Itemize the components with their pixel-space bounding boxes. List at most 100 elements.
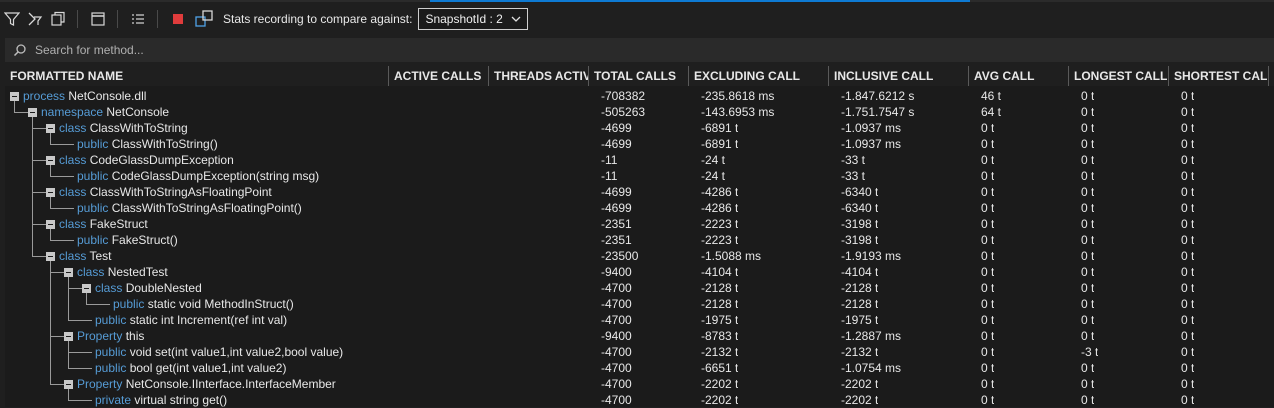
cell-avg: 0 t bbox=[981, 329, 995, 343]
cell-avg: 0 t bbox=[981, 249, 995, 263]
column-header-excluding-call[interactable]: EXCLUDING CALL bbox=[689, 66, 829, 86]
tree-row[interactable]: class DoubleNested -4700 -2128 t -2128 t 0 t… bbox=[5, 280, 1274, 296]
filter-icon[interactable] bbox=[1, 8, 23, 30]
member-kind: class bbox=[59, 185, 87, 199]
tree-row[interactable]: public ClassWithToStringAsFloatingPoint(… bbox=[5, 200, 1274, 216]
column-header-inclusive-call[interactable]: INCLUSIVE CALL bbox=[829, 66, 969, 86]
tree-row-name: public CodeGlassDumpException(string msg… bbox=[77, 168, 319, 184]
tree-row[interactable]: class ClassWithToString -4699 -6891 t -1.09… bbox=[5, 120, 1274, 136]
cell-avg: 0 t bbox=[981, 217, 995, 231]
list-icon[interactable] bbox=[127, 8, 149, 30]
cell-shortest: 0 t bbox=[1181, 297, 1195, 311]
cell-longest: 0 t bbox=[1081, 313, 1095, 327]
cell-excl: -24 t bbox=[701, 153, 726, 167]
tree-row[interactable]: Property this -9400 -8783 t -1.2887 ms 0 t 0 … bbox=[5, 328, 1274, 344]
cell-longest: 0 t bbox=[1081, 169, 1095, 183]
cell-longest: 0 t bbox=[1081, 329, 1095, 343]
tree-row[interactable]: public static void MethodInStruct() -4700… bbox=[5, 296, 1274, 312]
copy-icon[interactable] bbox=[47, 8, 69, 30]
cell-total: -4700 bbox=[601, 361, 632, 375]
cell-avg: 0 t bbox=[981, 153, 995, 167]
collapse-toggle-icon[interactable] bbox=[46, 188, 55, 198]
tree-connector bbox=[32, 160, 46, 161]
tree-row[interactable]: public void set(int value1,int value2,bo… bbox=[5, 344, 1274, 360]
member-name: this bbox=[125, 329, 145, 343]
cell-excl: -2128 t bbox=[701, 281, 739, 295]
tree-row[interactable]: class Test -23500 -1.5088 ms -1.9193 ms 0 t 0… bbox=[5, 248, 1274, 264]
collapse-toggle-icon[interactable] bbox=[46, 124, 55, 134]
tree-row-name: public ClassWithToString() bbox=[77, 136, 218, 152]
member-kind: class bbox=[59, 217, 87, 231]
collapse-toggle-icon[interactable] bbox=[10, 92, 19, 102]
tree-row-name: public bool get(int value1,int value2) bbox=[95, 360, 286, 376]
collapse-toggle-icon[interactable] bbox=[46, 252, 55, 262]
cell-shortest: 0 t bbox=[1181, 169, 1195, 183]
cell-shortest: 0 t bbox=[1181, 105, 1195, 119]
cell-incl: -2202 t bbox=[841, 377, 879, 391]
tree-row[interactable]: public CodeGlassDumpException(string msg… bbox=[5, 168, 1274, 184]
member-name: NetConsole.IInterface.InterfaceMember bbox=[125, 377, 336, 391]
cell-excl: -6891 t bbox=[701, 137, 739, 151]
search-input[interactable]: Search for method... bbox=[5, 38, 1274, 62]
cell-avg: 0 t bbox=[981, 169, 995, 183]
cell-shortest: 0 t bbox=[1181, 121, 1195, 135]
stop-record-icon[interactable] bbox=[167, 8, 189, 30]
member-kind: public bbox=[77, 137, 109, 151]
column-header-formatted-name[interactable]: FORMATTED NAME bbox=[5, 66, 389, 86]
cell-longest: 0 t bbox=[1081, 185, 1095, 199]
collapse-toggle-icon[interactable] bbox=[64, 380, 73, 390]
tree-row[interactable]: public static int Increment(ref int val)… bbox=[5, 312, 1274, 328]
cell-excl: -2223 t bbox=[701, 233, 739, 247]
tree-connector bbox=[14, 112, 28, 113]
filter-method-icon[interactable] bbox=[24, 8, 46, 30]
column-header-shortest-call[interactable]: SHORTEST CALL bbox=[1169, 66, 1269, 86]
tree-row[interactable]: class ClassWithToStringAsFloatingPoint -4… bbox=[5, 184, 1274, 200]
cell-shortest: 0 t bbox=[1181, 393, 1195, 407]
cell-longest: 0 t bbox=[1081, 121, 1095, 135]
window-icon[interactable] bbox=[87, 8, 109, 30]
tree-row[interactable]: public bool get(int value1,int value2) -4… bbox=[5, 360, 1274, 376]
column-header-active-calls[interactable]: ACTIVE CALLS bbox=[389, 66, 489, 86]
member-kind: namespace bbox=[41, 105, 104, 119]
tree-row[interactable]: Property NetConsole.IInterface.Interface… bbox=[5, 376, 1274, 392]
column-header-threads-active[interactable]: THREADS ACTIVI bbox=[489, 66, 589, 86]
collapse-toggle-icon[interactable] bbox=[28, 108, 37, 118]
tree-row-name: class FakeStruct bbox=[46, 216, 148, 232]
column-header-longest-call[interactable]: LONGEST CALL bbox=[1069, 66, 1169, 86]
member-kind: private bbox=[95, 393, 132, 407]
column-header-total-calls[interactable]: TOTAL CALLS bbox=[589, 66, 689, 86]
cell-incl: -1.0937 ms bbox=[841, 137, 902, 151]
cell-excl: -24 t bbox=[701, 169, 726, 183]
collapse-toggle-icon[interactable] bbox=[82, 284, 91, 294]
tree-row[interactable]: private virtual string get() -4700 -2202 t… bbox=[5, 392, 1274, 408]
tree-connector bbox=[86, 293, 87, 305]
cell-longest: 0 t bbox=[1081, 201, 1095, 215]
tree-row[interactable]: public FakeStruct() -2351 -2223 t -3198 t 0 … bbox=[5, 232, 1274, 248]
collapse-toggle-icon[interactable] bbox=[46, 156, 55, 166]
collapse-toggle-icon[interactable] bbox=[46, 220, 55, 230]
snapshot-select[interactable]: SnapshotId : 2 bbox=[418, 8, 529, 30]
compare-icon[interactable] bbox=[193, 8, 215, 30]
tree-connector bbox=[50, 336, 64, 337]
tree-connector bbox=[32, 224, 46, 225]
cell-shortest: 0 t bbox=[1181, 329, 1195, 343]
chevron-down-icon bbox=[511, 16, 521, 22]
tree-row[interactable]: class NestedTest -9400 -4104 t -4104 t 0 t 0 … bbox=[5, 264, 1274, 280]
tree-row[interactable]: process NetConsole.dll -708382 -235.8618 m… bbox=[5, 88, 1274, 104]
tree-connector bbox=[32, 117, 33, 257]
cell-total: -4700 bbox=[601, 377, 632, 391]
cell-shortest: 0 t bbox=[1181, 153, 1195, 167]
tree-row[interactable]: class FakeStruct -2351 -2223 t -3198 t 0 t 0 … bbox=[5, 216, 1274, 232]
cell-longest: 0 t bbox=[1081, 281, 1095, 295]
active-tab-accent bbox=[430, 0, 970, 2]
tree-row[interactable]: namespace NetConsole -505263 -143.6953 ms -… bbox=[5, 104, 1274, 120]
column-header-avg-call[interactable]: AVG CALL bbox=[969, 66, 1069, 86]
collapse-toggle-icon[interactable] bbox=[64, 332, 73, 342]
cell-excl: -235.8618 ms bbox=[701, 89, 775, 103]
member-kind: class bbox=[59, 121, 87, 135]
tree-row[interactable]: public ClassWithToString() -4699 -6891 t -1… bbox=[5, 136, 1274, 152]
member-kind: public bbox=[95, 345, 127, 359]
tree-row[interactable]: class CodeGlassDumpException -11 -24 t -33 … bbox=[5, 152, 1274, 168]
collapse-toggle-icon[interactable] bbox=[64, 268, 73, 278]
cell-shortest: 0 t bbox=[1181, 201, 1195, 215]
